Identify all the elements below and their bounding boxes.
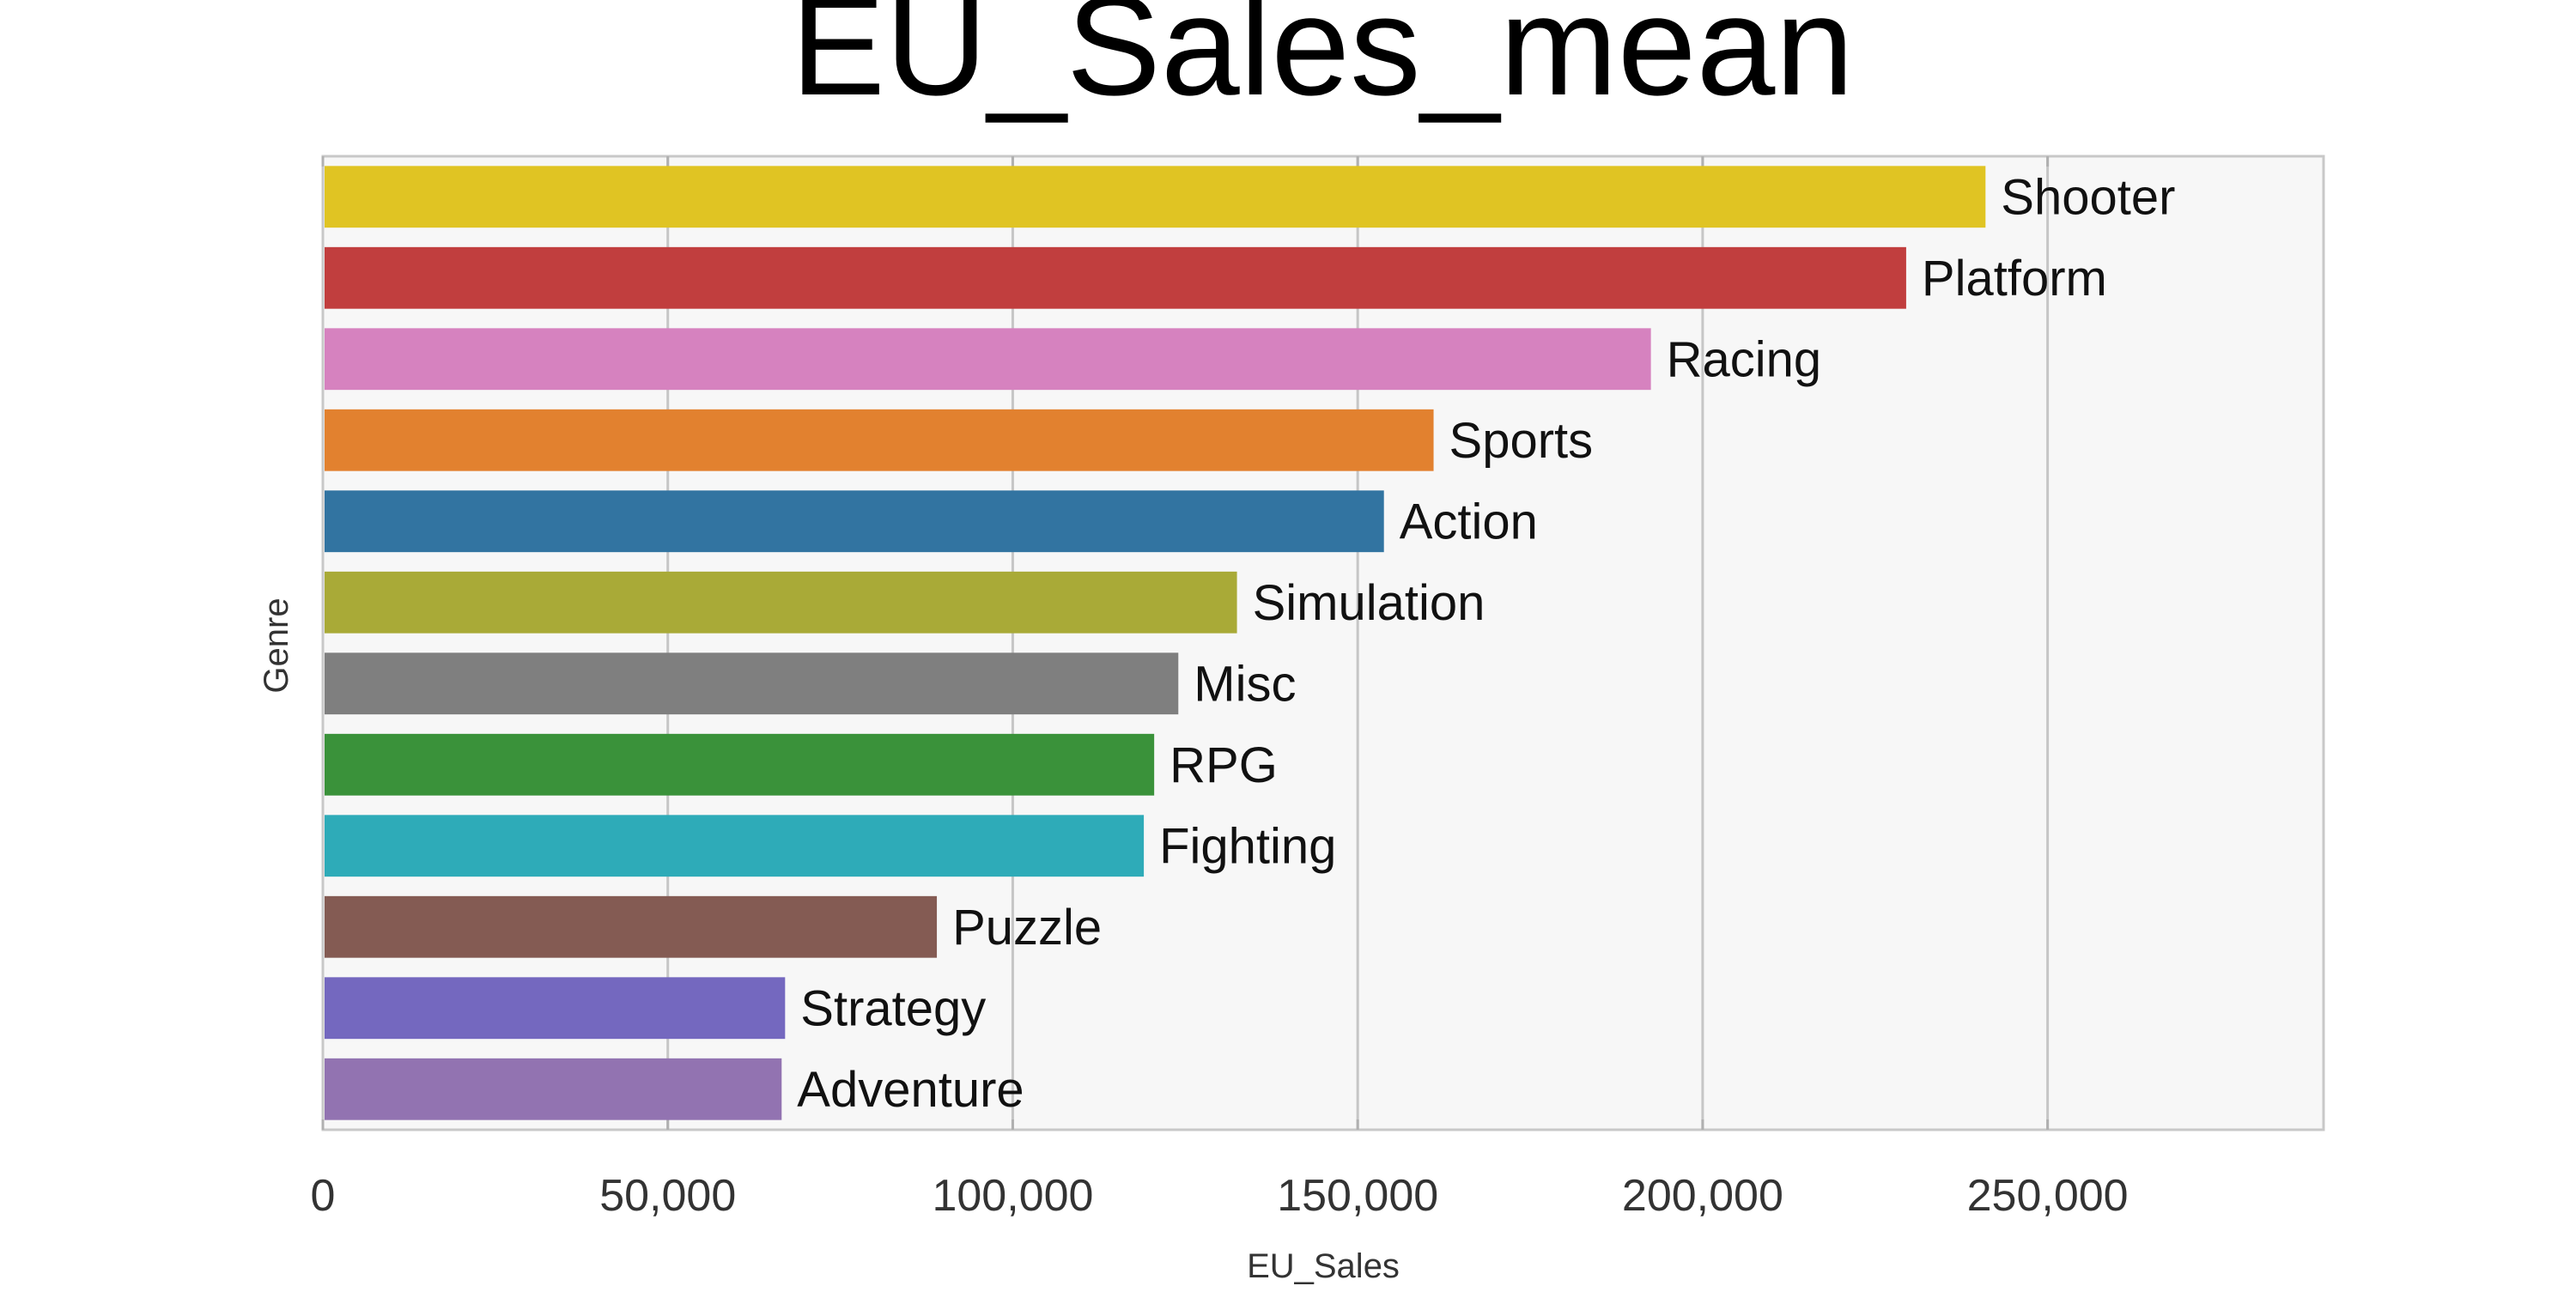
bars [325,166,1986,1120]
bar-adventure [325,1058,782,1120]
x-tick-label: 100,000 [932,1171,1093,1221]
bar-action [325,490,1384,553]
bar-label-action: Action [1400,494,1538,549]
bar-strategy [325,977,786,1040]
bar-label-rpg: RPG [1170,737,1278,793]
bar-platform [325,246,1906,309]
bar-racing [325,328,1651,391]
bar-simulation [325,571,1237,634]
x-axis-label: EU_Sales [1247,1247,1400,1285]
bar-label-sports: Sports [1449,413,1594,469]
bar-sports [325,409,1434,471]
x-tick-label: 250,000 [1967,1171,2129,1221]
bar-label-misc: Misc [1194,656,1296,712]
bar-labels: Shooter Platform Racing Sports Action Simulat… [797,169,2175,1118]
plot-area [321,155,2325,1131]
x-tick-label: 50,000 [599,1171,736,1221]
bar-label-adventure: Adventure [797,1062,1024,1118]
bar-label-simulation: Simulation [1253,575,1485,631]
bar-label-fighting: Fighting [1159,818,1336,874]
bar-rpg [325,733,1155,796]
y-axis-label: Genre [258,597,295,693]
bar-misc [325,652,1179,715]
bar-fighting [325,815,1145,877]
bar-label-strategy: Strategy [800,980,986,1036]
x-tick-label: 150,000 [1277,1171,1438,1221]
x-tick-labels: 0 50,000 100,000 150,000 200,000 250,000 [311,1171,2129,1221]
grid-lines [321,156,2050,1130]
x-tick-label: 0 [311,1171,336,1221]
chart-title: EU_Sales_mean [791,0,1854,124]
bar-label-shooter: Shooter [2001,169,2175,225]
bar-puzzle [325,895,938,958]
bar-shooter [325,166,1986,228]
bar-label-puzzle: Puzzle [952,900,1102,955]
x-tick-label: 200,000 [1622,1171,1783,1221]
bar-label-platform: Platform [1922,251,2107,306]
bar-label-racing: Racing [1667,331,1822,387]
